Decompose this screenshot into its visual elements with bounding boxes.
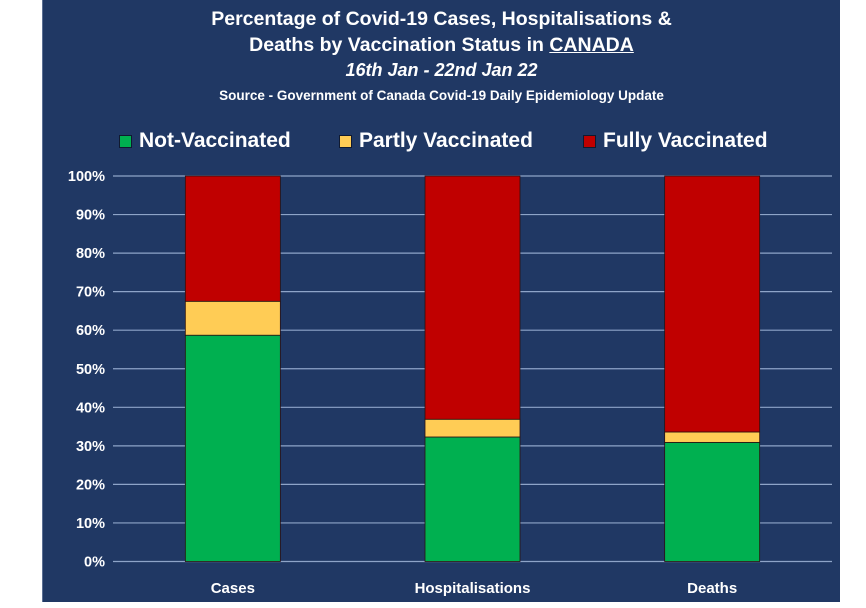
legend-label-not-vaccinated: Not-Vaccinated: [139, 129, 291, 152]
bar-cases-not-vaccinated: [184, 334, 281, 562]
legend-swatch-not-vaccinated: [119, 134, 132, 148]
bar-deaths-partly-vaccinated: [664, 431, 761, 443]
legend-swatch-partly-vaccinated: [339, 134, 352, 148]
legend-item-not-vaccinated: Not-Vaccinated: [119, 129, 291, 153]
chart-subtitle: 16th Jan - 22nd Jan 22: [345, 60, 538, 80]
y-tick-label: 70%: [76, 285, 105, 301]
chart-title-line-2-prefix: Deaths by Vaccination Status in: [249, 34, 550, 56]
chart-title-country: CANADA: [549, 34, 634, 56]
chart-title-line-2: Deaths by Vaccination Status in CANADA: [43, 34, 840, 57]
y-tick-label: 30%: [76, 439, 105, 455]
y-tick-label: 60%: [76, 323, 105, 339]
chart-source: Source - Government of Canada Covid-19 D…: [219, 88, 664, 103]
bar-deaths-not-vaccinated: [664, 441, 761, 562]
legend-item-fully-vaccinated: Fully Vaccinated: [583, 129, 768, 153]
legend-label-fully-vaccinated: Fully Vaccinated: [603, 129, 768, 152]
bar-cases-fully-vaccinated: [184, 175, 281, 302]
bar-deaths-fully-vaccinated: [664, 175, 761, 433]
y-tick-label: 50%: [76, 362, 105, 378]
chart-title-line-1: Percentage of Covid-19 Cases, Hospitalis…: [211, 8, 672, 30]
y-tick-label: 0%: [84, 555, 105, 571]
legend-label-partly-vaccinated: Partly Vaccinated: [359, 129, 533, 152]
x-tick-label: Cases: [211, 580, 255, 597]
plot-area: 0% 10% 20% 30% 40% 50% 60% 70% 80% 90% 100% Cases Ho…: [68, 169, 832, 597]
y-tick-label: 90%: [76, 208, 105, 224]
bar-cases-partly-vaccinated: [184, 300, 281, 336]
y-tick-label: 40%: [76, 400, 105, 416]
y-tick-label: 20%: [76, 477, 105, 493]
y-tick-label: 10%: [76, 516, 105, 532]
legend-item-partly-vaccinated: Partly Vaccinated: [339, 129, 533, 153]
y-tick-label: 100%: [68, 169, 105, 185]
y-tick-label: 80%: [76, 246, 105, 262]
bar-hospitalisations-fully-vaccinated: [424, 175, 521, 420]
bar-hospitalisations-not-vaccinated: [424, 436, 521, 562]
chart-panel: Percentage of Covid-19 Cases, Hospitalis…: [42, 0, 840, 602]
x-tick-label: Deaths: [687, 580, 737, 597]
legend-swatch-fully-vaccinated: [583, 134, 596, 148]
x-tick-label: Hospitalisations: [415, 580, 531, 597]
bar-hospitalisations-partly-vaccinated: [424, 418, 521, 438]
